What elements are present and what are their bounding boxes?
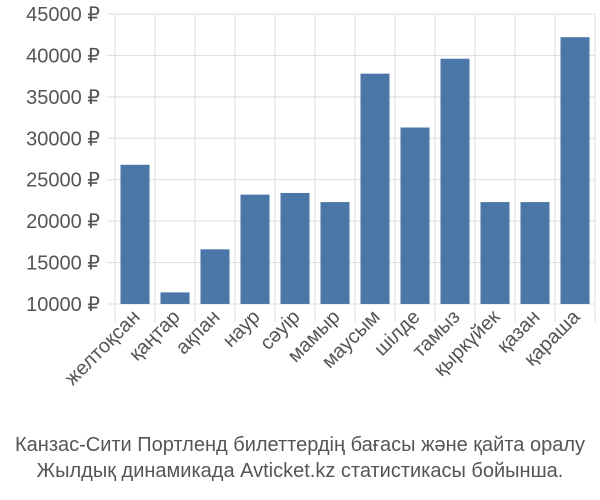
x-axis-ticks: желтоқсанқаңтарақпаннаурсәуірмамырмаусым…	[61, 305, 585, 389]
bar	[200, 249, 230, 304]
bar	[320, 202, 350, 304]
y-axis-ticks: 10000 ₽ 15000 ₽ 20000 ₽ 25000 ₽ 30000 ₽ 35000…	[26, 4, 100, 316]
bar	[280, 192, 310, 304]
y-tick-label: 35000 ₽	[26, 87, 100, 109]
bar	[360, 73, 390, 305]
bar-chart: 10000 ₽ 15000 ₽ 20000 ₽ 25000 ₽ 30000 ₽ 35000…	[26, 4, 596, 390]
bar	[440, 58, 470, 304]
bar	[560, 37, 590, 304]
grid-lines	[107, 13, 596, 322]
y-tick-label: 20000 ₽	[26, 211, 100, 233]
x-tick-label: наур	[219, 306, 265, 352]
y-tick-label: 30000 ₽	[26, 128, 100, 150]
y-tick-label: 25000 ₽	[26, 170, 100, 192]
bar	[160, 292, 190, 304]
caption-line-1: Канзас-Сити Портленд билеттердің бағасы …	[15, 434, 585, 456]
bars	[120, 37, 590, 305]
bar	[240, 194, 270, 304]
caption-line-2: Жылдық динамикада Avticket.kz статистика…	[36, 460, 564, 482]
y-tick-label: 10000 ₽	[26, 294, 100, 316]
x-tick-label: ақпан	[172, 306, 225, 359]
bar	[520, 202, 550, 304]
y-tick-label: 45000 ₽	[26, 4, 100, 26]
y-tick-label: 15000 ₽	[26, 253, 100, 275]
bar	[400, 127, 430, 304]
y-tick-label: 40000 ₽	[26, 45, 100, 67]
bar	[480, 202, 510, 304]
bar	[120, 164, 150, 304]
